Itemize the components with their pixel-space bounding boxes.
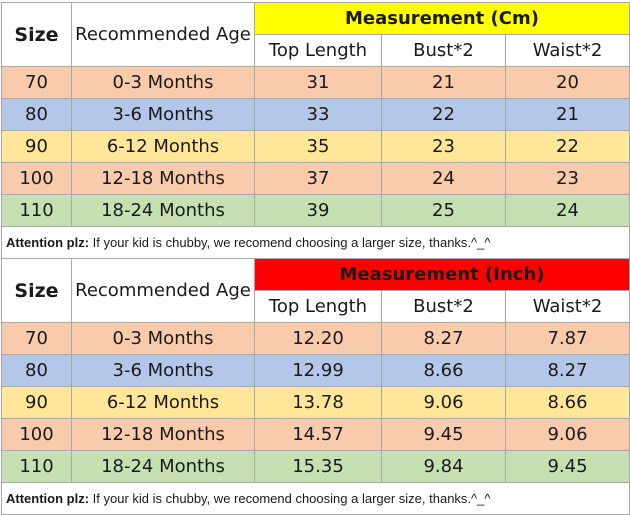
measurement-header: Measurement (Inch) — [253, 258, 630, 291]
size-cell: 70 — [1, 66, 72, 99]
top-length-cell: 39 — [254, 194, 382, 227]
top-length-cell: 35 — [254, 130, 382, 163]
table-row: 90 6-12 Months 35 23 22 — [1, 130, 630, 163]
bust-header: Bust*2 — [381, 290, 506, 323]
bust-cell: 9.45 — [381, 418, 506, 451]
top-length-cell: 15.35 — [254, 450, 382, 483]
table-row: 80 3-6 Months 12.99 8.66 8.27 — [1, 354, 630, 387]
age-cell: 18-24 Months — [71, 194, 255, 227]
size-cell: 90 — [1, 130, 72, 163]
top-length-cell: 33 — [254, 98, 382, 131]
age-header: Recommended Age — [71, 2, 255, 67]
waist-cell: 9.06 — [504, 418, 630, 451]
top-length-header: Top Length — [254, 34, 382, 67]
attention-note-text: If your kid is chubby, we recomend choos… — [89, 235, 491, 250]
age-cell: 12-18 Months — [71, 162, 255, 195]
table-row: 70 0-3 Months 31 21 20 — [1, 66, 630, 99]
attention-note-lead: Attention plz: — [6, 235, 90, 250]
top-length-cell: 31 — [254, 66, 382, 99]
waist-cell: 22 — [505, 130, 630, 163]
top-length-cell: 37 — [254, 162, 382, 195]
top-length-cell: 13.78 — [254, 386, 382, 419]
size-cell: 90 — [1, 386, 72, 419]
bust-cell: 22 — [381, 98, 506, 131]
table-row: 70 0-3 Months 12.20 8.27 7.87 — [1, 322, 630, 355]
size-cell: 80 — [1, 354, 72, 387]
size-cell: 110 — [1, 194, 72, 227]
bust-cell: 9.84 — [381, 450, 506, 483]
age-header: Recommended Age — [71, 258, 255, 323]
table-row: 80 3-6 Months 33 22 21 — [1, 98, 630, 131]
waist-cell: 9.45 — [504, 450, 630, 483]
bust-cell: 23 — [381, 130, 506, 163]
size-cell: 100 — [1, 162, 72, 195]
attention-note: Attention plz: If your kid is chubby, we… — [0, 482, 630, 515]
size-table-cm: Size Recommended Age Measurement (Cm) To… — [1, 2, 630, 259]
bust-header: Bust*2 — [381, 34, 506, 67]
size-cell: 100 — [1, 418, 72, 451]
table-row: 110 18-24 Months 39 25 24 — [1, 194, 630, 227]
age-cell: 6-12 Months — [71, 130, 255, 163]
age-cell: 18-24 Months — [71, 450, 255, 483]
waist-cell: 23 — [505, 162, 630, 195]
attention-note-text: If your kid is chubby, we recomend choos… — [89, 491, 491, 506]
size-cell: 110 — [1, 450, 72, 483]
top-length-cell: 12.20 — [254, 322, 382, 355]
top-length-header: Top Length — [254, 290, 382, 323]
size-header: Size — [1, 258, 72, 323]
top-length-cell: 14.57 — [254, 418, 382, 451]
waist-cell: 21 — [505, 98, 630, 131]
bust-cell: 21 — [381, 66, 506, 99]
table-row: 90 6-12 Months 13.78 9.06 8.66 — [1, 386, 630, 419]
size-header: Size — [1, 2, 72, 67]
age-cell: 12-18 Months — [71, 418, 255, 451]
waist-header: Waist*2 — [505, 34, 630, 67]
bust-cell: 25 — [381, 194, 506, 227]
waist-cell: 8.66 — [504, 386, 630, 419]
waist-cell: 20 — [505, 66, 630, 99]
attention-note: Attention plz: If your kid is chubby, we… — [1, 226, 630, 259]
waist-cell: 8.27 — [504, 354, 630, 387]
size-cell: 80 — [1, 98, 72, 131]
table-row: 100 12-18 Months 14.57 9.45 9.06 — [1, 418, 630, 451]
measurement-header: Measurement (Cm) — [254, 2, 630, 35]
age-cell: 3-6 Months — [71, 98, 255, 131]
bust-cell: 8.27 — [381, 322, 506, 355]
waist-cell: 7.87 — [504, 322, 630, 355]
attention-note-lead: Attention plz: — [6, 491, 90, 506]
size-table-inch: Size Recommended Age Measurement (Inch) … — [0, 258, 630, 515]
age-cell: 0-3 Months — [71, 66, 255, 99]
waist-header: Waist*2 — [504, 290, 630, 323]
age-cell: 3-6 Months — [71, 354, 255, 387]
table-row: 100 12-18 Months 37 24 23 — [1, 162, 630, 195]
waist-cell: 24 — [505, 194, 630, 227]
bust-cell: 24 — [381, 162, 506, 195]
size-cell: 70 — [1, 322, 72, 355]
bust-cell: 9.06 — [381, 386, 506, 419]
age-cell: 6-12 Months — [71, 386, 255, 419]
bust-cell: 8.66 — [381, 354, 506, 387]
age-cell: 0-3 Months — [71, 322, 255, 355]
table-row: 110 18-24 Months 15.35 9.84 9.45 — [1, 450, 630, 483]
top-length-cell: 12.99 — [254, 354, 382, 387]
